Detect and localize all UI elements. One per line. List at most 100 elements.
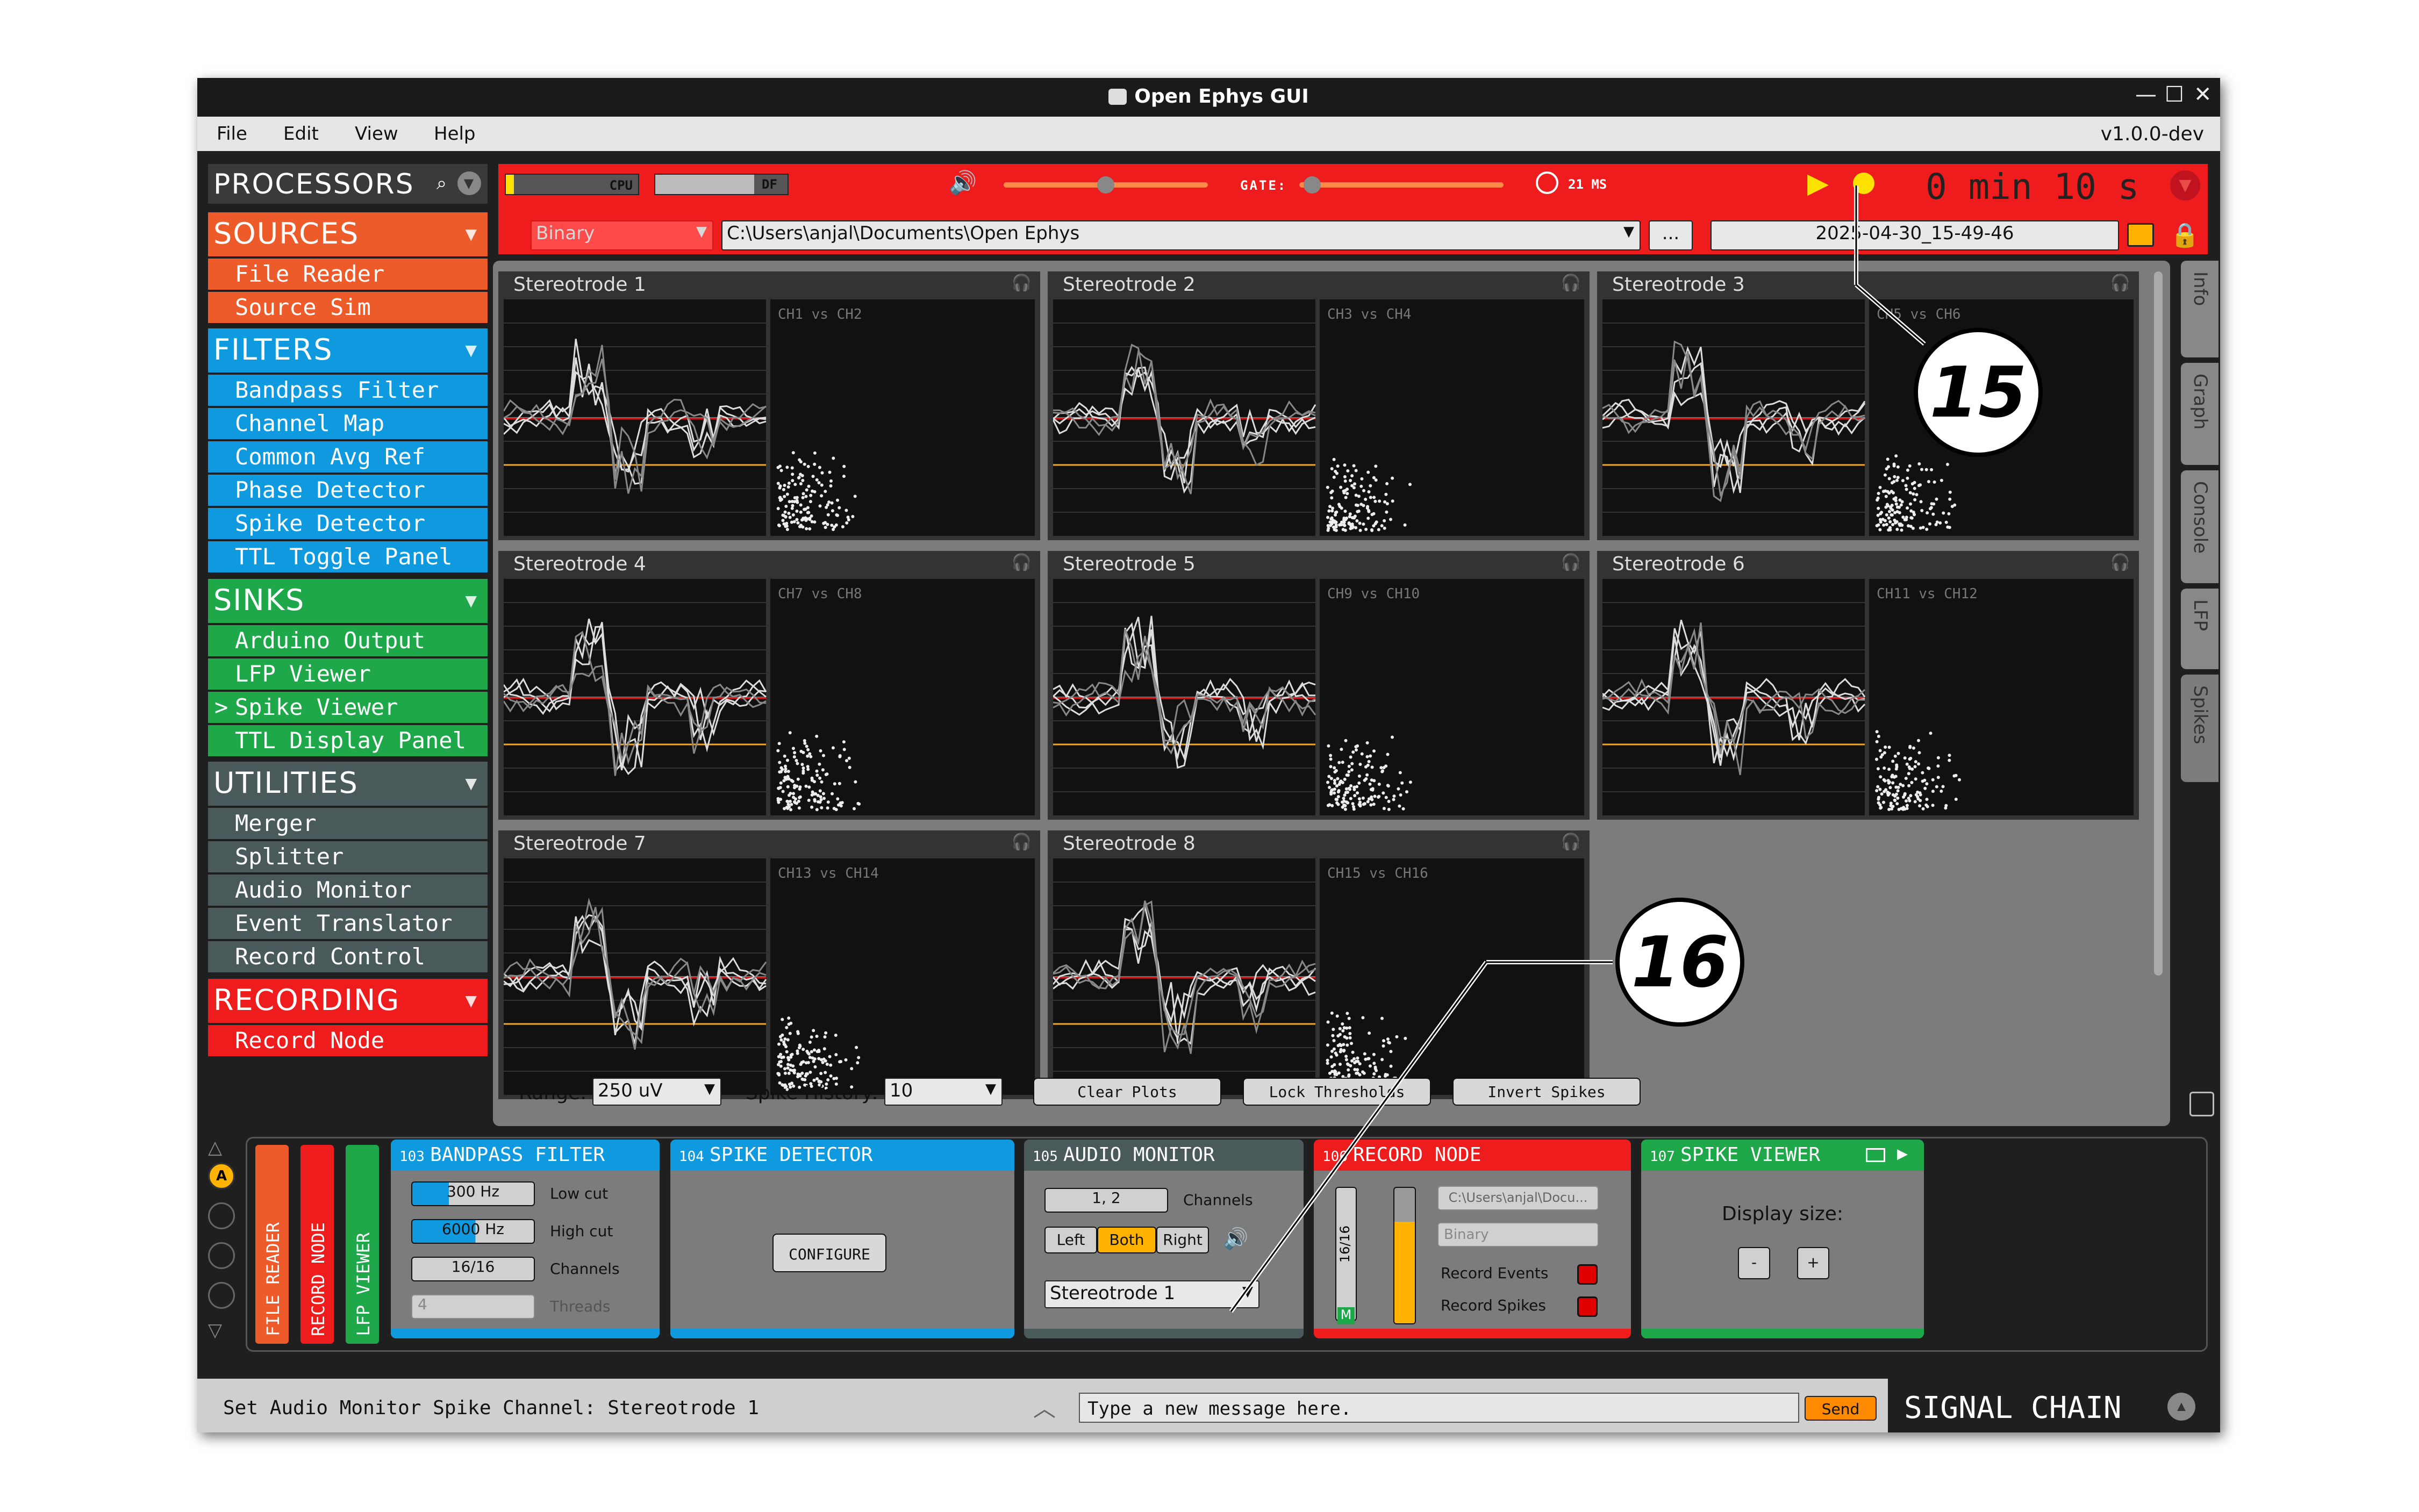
invert-spikes-button[interactable]: Invert Spikes (1452, 1078, 1641, 1106)
folder-icon[interactable] (2127, 223, 2154, 247)
chain-selector[interactable] (208, 1202, 235, 1229)
processor-item[interactable]: Common Avg Ref (208, 441, 488, 472)
configure-button[interactable]: CONFIGURE (772, 1234, 886, 1272)
chain-selector[interactable] (208, 1282, 235, 1309)
record-button[interactable] (1853, 173, 1874, 194)
collapse-icon[interactable]: ▼ (465, 341, 478, 359)
section-utilities[interactable]: UTILITIES ▼ (208, 762, 488, 806)
menu-view[interactable]: View (355, 123, 398, 145)
headphones-icon[interactable]: 🎧 (1011, 553, 1032, 572)
headphones-icon[interactable]: 🎧 (2110, 553, 2130, 572)
high-cut-field[interactable]: 6000 Hz (411, 1219, 535, 1244)
low-cut-field[interactable]: 300 Hz (411, 1181, 535, 1206)
section-recording[interactable]: RECORDING ▼ (208, 979, 488, 1023)
processor-item[interactable]: Record Control (208, 941, 488, 972)
headphones-icon[interactable]: 🎧 (1011, 274, 1032, 292)
tab-spikes[interactable]: Spikes (2181, 675, 2218, 782)
collapse-icon[interactable]: ▼ (465, 992, 478, 1009)
both-button[interactable]: Both (1097, 1227, 1156, 1253)
chevron-up-icon[interactable]: ︿ (1033, 1395, 1056, 1422)
tab-record-node[interactable]: RECORD NODE (300, 1145, 334, 1344)
spike-history-select[interactable]: 10 ▼ (884, 1078, 1003, 1106)
channels-button[interactable]: 16/16 (1335, 1187, 1357, 1321)
processor-item[interactable]: TTL Toggle Panel (208, 541, 488, 572)
menu-help[interactable]: Help (434, 123, 476, 145)
menu-file[interactable]: File (217, 123, 247, 145)
decrease-size-button[interactable]: - (1738, 1247, 1770, 1279)
record-path-field[interactable]: C:\Users\anjal\Documents\Open Ephys ▼ (721, 220, 1641, 250)
collapse-icon[interactable]: ▼ (465, 225, 478, 243)
volume-icon[interactable]: 🔊 (949, 169, 977, 196)
channels-button[interactable]: 16/16 (411, 1257, 535, 1281)
collapse-icon[interactable]: ▼ (465, 592, 478, 610)
editor-header[interactable]: 103 BANDPASS FILTER (391, 1140, 660, 1171)
scroll-up-icon[interactable]: △ (208, 1137, 223, 1158)
section-sinks[interactable]: SINKS ▼ (208, 579, 488, 623)
processor-item[interactable]: Spike Detector (208, 508, 488, 539)
editor-header[interactable]: 106 RECORD NODE (1314, 1140, 1631, 1171)
processor-item[interactable]: Phase Detector (208, 475, 488, 506)
editor-header[interactable]: 105 AUDIO MONITOR (1024, 1140, 1304, 1171)
record-spikes-toggle[interactable] (1577, 1296, 1598, 1317)
search-icon[interactable]: ⌕ (436, 173, 448, 194)
gate-slider[interactable] (1299, 176, 1504, 194)
vertical-scrollbar[interactable] (2154, 271, 2163, 976)
processor-item[interactable]: LFP Viewer (208, 658, 488, 690)
record-format-select[interactable]: Binary (1437, 1222, 1599, 1247)
expand-panel-icon[interactable] (2189, 1092, 2214, 1116)
processor-item[interactable]: Record Node (208, 1025, 488, 1056)
processor-item[interactable]: File Reader (208, 259, 488, 290)
headphones-icon[interactable]: 🎧 (1561, 274, 1581, 292)
chevron-up-icon[interactable]: ▲ (2167, 1393, 2195, 1421)
processor-item[interactable]: Audio Monitor (208, 875, 488, 906)
gate-slider-thumb[interactable] (1303, 176, 1321, 194)
record-directory-field[interactable]: 2025-04-30_15-49-46 (1711, 220, 2119, 250)
tab-file-reader[interactable]: FILE READER (255, 1145, 289, 1344)
headphones-icon[interactable]: 🎧 (1561, 553, 1581, 572)
section-sources[interactable]: SOURCES ▼ (208, 212, 488, 256)
maximize-button[interactable]: ☐ (2165, 82, 2184, 107)
record-format-select[interactable]: Binary ▼ (531, 220, 713, 250)
range-select[interactable]: 250 uV ▼ (592, 1078, 721, 1106)
right-button[interactable]: Right (1156, 1227, 1209, 1253)
message-input[interactable]: Type a new message here. (1079, 1393, 1799, 1423)
tab-lfp-viewer[interactable]: LFP VIEWER (346, 1145, 379, 1344)
editor-header[interactable]: 107 SPIKE VIEWER (1641, 1140, 1924, 1171)
tab-icon[interactable]: ▶ (1897, 1146, 1908, 1162)
processor-item[interactable]: Source Sim (208, 292, 488, 323)
minimize-button[interactable]: — (2135, 82, 2157, 107)
headphones-icon[interactable]: 🎧 (2110, 274, 2130, 292)
processor-item[interactable]: TTL Display Panel (208, 725, 488, 756)
channels-button[interactable]: 1, 2 (1044, 1188, 1168, 1213)
signal-chain-toggle[interactable]: SIGNAL CHAIN ▲ (1888, 1379, 2220, 1432)
record-events-toggle[interactable] (1577, 1264, 1598, 1285)
menu-edit[interactable]: Edit (283, 123, 319, 145)
chevron-down-icon[interactable]: ▼ (457, 171, 481, 195)
increase-size-button[interactable]: + (1797, 1247, 1829, 1279)
threads-select[interactable]: 4 (411, 1294, 535, 1319)
processor-item[interactable]: Channel Map (208, 408, 488, 439)
browse-button[interactable]: ... (1649, 220, 1693, 250)
tab-lfp[interactable]: LFP (2181, 589, 2218, 669)
processor-item-selected[interactable]: > Spike Viewer (208, 692, 488, 723)
chain-selector-a[interactable]: A (208, 1163, 235, 1189)
processor-item[interactable]: Merger (208, 808, 488, 839)
left-button[interactable]: Left (1044, 1227, 1097, 1253)
tab-console[interactable]: Console (2181, 470, 2218, 583)
tab-info[interactable]: Info (2181, 261, 2218, 357)
send-button[interactable]: Send (1805, 1396, 1877, 1421)
volume-slider-thumb[interactable] (1097, 176, 1114, 194)
record-path-field[interactable]: C:\Users\anjal\Docu... (1437, 1186, 1599, 1210)
clear-plots-button[interactable]: Clear Plots (1033, 1078, 1221, 1106)
headphones-icon[interactable]: 🎧 (1011, 833, 1032, 851)
lock-icon[interactable]: 🔒 (2170, 221, 2200, 249)
headphones-icon[interactable]: 🎧 (1561, 833, 1581, 851)
open-window-icon[interactable] (1866, 1148, 1885, 1162)
tab-graph[interactable]: Graph (2181, 363, 2218, 465)
processor-item[interactable]: Arduino Output (208, 625, 488, 656)
settings-icon[interactable]: ▼ (2170, 170, 2200, 200)
collapse-icon[interactable]: ▼ (465, 775, 478, 792)
close-button[interactable]: ✕ (2194, 82, 2212, 107)
processor-item[interactable]: Splitter (208, 841, 488, 872)
section-filters[interactable]: FILTERS ▼ (208, 328, 488, 372)
